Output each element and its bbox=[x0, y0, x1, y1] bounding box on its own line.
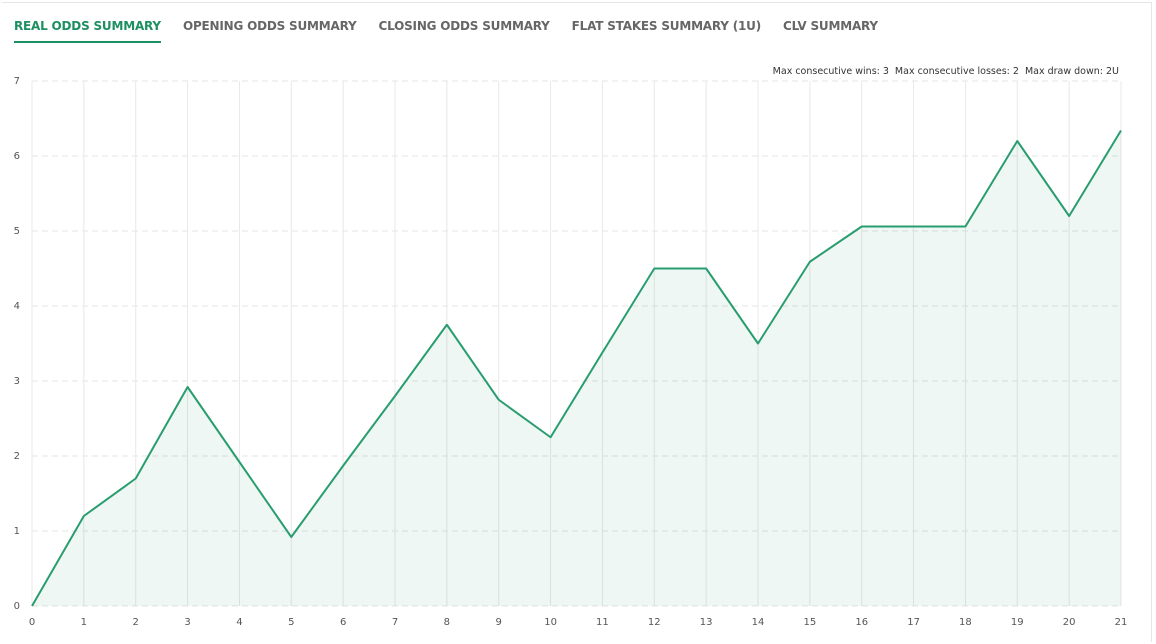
line bbox=[31, 129, 1122, 607]
y-tick-label: 0 bbox=[14, 601, 20, 612]
y-tick-label: 2 bbox=[14, 451, 20, 462]
x-tick-label: 14 bbox=[752, 617, 765, 628]
tab[interactable]: REAL ODDS SUMMARY bbox=[14, 19, 161, 43]
x-tick-label: 12 bbox=[648, 617, 661, 628]
x-tick-label: 3 bbox=[184, 617, 190, 628]
x-tick-label: 7 bbox=[392, 617, 398, 628]
tab[interactable]: FLAT STAKES SUMMARY (1U) bbox=[571, 19, 762, 33]
x-tick-label: 15 bbox=[803, 617, 816, 628]
x-tick-label: 17 bbox=[907, 617, 920, 628]
x-tick-label: 4 bbox=[236, 617, 242, 628]
y-tick-label: 5 bbox=[14, 226, 20, 237]
x-tick-label: 8 bbox=[444, 617, 450, 628]
x-tick-label: 11 bbox=[596, 617, 609, 628]
x-tick-label: 20 bbox=[1063, 617, 1076, 628]
x-tick-label: 9 bbox=[496, 617, 502, 628]
tab[interactable]: CLV SUMMARY bbox=[783, 19, 878, 33]
x-tick-label: 5 bbox=[288, 617, 294, 628]
y-tick-label: 1 bbox=[14, 526, 20, 537]
y-tick-label: 3 bbox=[14, 376, 20, 387]
x-tick-label: 0 bbox=[29, 617, 35, 628]
stat-text: Max consecutive losses: 2 bbox=[894, 66, 1019, 77]
tab[interactable]: OPENING ODDS SUMMARY bbox=[182, 19, 357, 33]
stat-text: Max consecutive wins: 3 bbox=[772, 66, 889, 77]
y-tick-label: 4 bbox=[14, 301, 20, 312]
x-tick-label: 10 bbox=[544, 617, 557, 628]
stat-text: Max draw down: 2U bbox=[1024, 66, 1119, 77]
x-tick-label: 19 bbox=[1011, 617, 1024, 628]
tab[interactable]: CLOSING ODDS SUMMARY bbox=[378, 19, 550, 33]
x-tick-label: 1 bbox=[81, 617, 87, 628]
x-tick-label: 21 bbox=[1115, 617, 1128, 628]
tab-bar: REAL ODDS SUMMARY OPENING ODDS SUMMARY CLO… bbox=[14, 19, 878, 43]
x-tick-label: 13 bbox=[700, 617, 713, 628]
y-tick-label: 6 bbox=[14, 151, 20, 162]
x-tick-label: 16 bbox=[855, 617, 868, 628]
y-tick-label: 7 bbox=[14, 76, 20, 87]
x-tick-label: 18 bbox=[959, 617, 972, 628]
x-tick-label: 6 bbox=[340, 617, 346, 628]
area-fill bbox=[32, 130, 1121, 606]
x-tick-label: 2 bbox=[133, 617, 139, 628]
stats: Max consecutive wins: 3 Max consecutive l… bbox=[773, 66, 1119, 77]
